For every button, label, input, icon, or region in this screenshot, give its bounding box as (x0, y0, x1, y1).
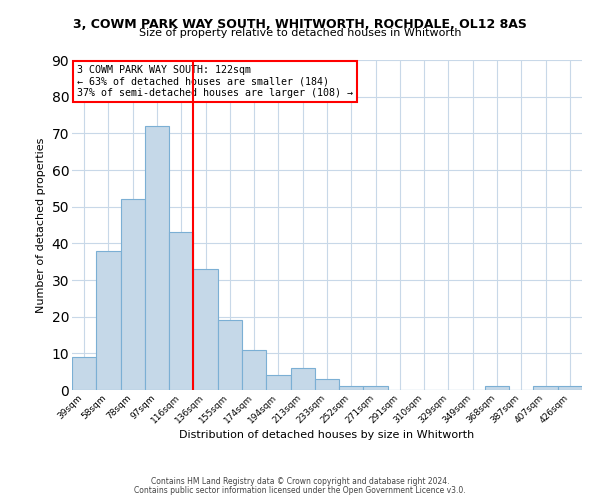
Bar (266, 376, 290, 390)
X-axis label: Distribution of detached houses by size in Whitworth: Distribution of detached houses by size … (179, 430, 475, 440)
Bar (364, 386, 388, 390)
Text: Size of property relative to detached houses in Whitworth: Size of property relative to detached ho… (139, 28, 461, 38)
Y-axis label: Number of detached properties: Number of detached properties (36, 138, 46, 312)
Text: 3 COWM PARK WAY SOUTH: 122sqm
← 63% of detached houses are smaller (184)
37% of : 3 COWM PARK WAY SOUTH: 122sqm ← 63% of d… (77, 65, 353, 98)
Bar (290, 368, 315, 390)
Text: Contains public sector information licensed under the Open Government Licence v3: Contains public sector information licen… (134, 486, 466, 495)
Bar (169, 232, 193, 390)
Bar (218, 320, 242, 390)
Bar (485, 386, 509, 390)
Bar (315, 379, 339, 390)
Bar (339, 386, 364, 390)
Bar (242, 350, 266, 390)
Bar (533, 386, 558, 390)
Bar (193, 269, 218, 390)
Text: Contains HM Land Registry data © Crown copyright and database right 2024.: Contains HM Land Registry data © Crown c… (151, 477, 449, 486)
Bar (72, 357, 96, 390)
Bar (96, 250, 121, 390)
Bar (145, 126, 169, 390)
Text: 3, COWM PARK WAY SOUTH, WHITWORTH, ROCHDALE, OL12 8AS: 3, COWM PARK WAY SOUTH, WHITWORTH, ROCHD… (73, 18, 527, 30)
Bar (121, 200, 145, 390)
Bar (558, 386, 582, 390)
